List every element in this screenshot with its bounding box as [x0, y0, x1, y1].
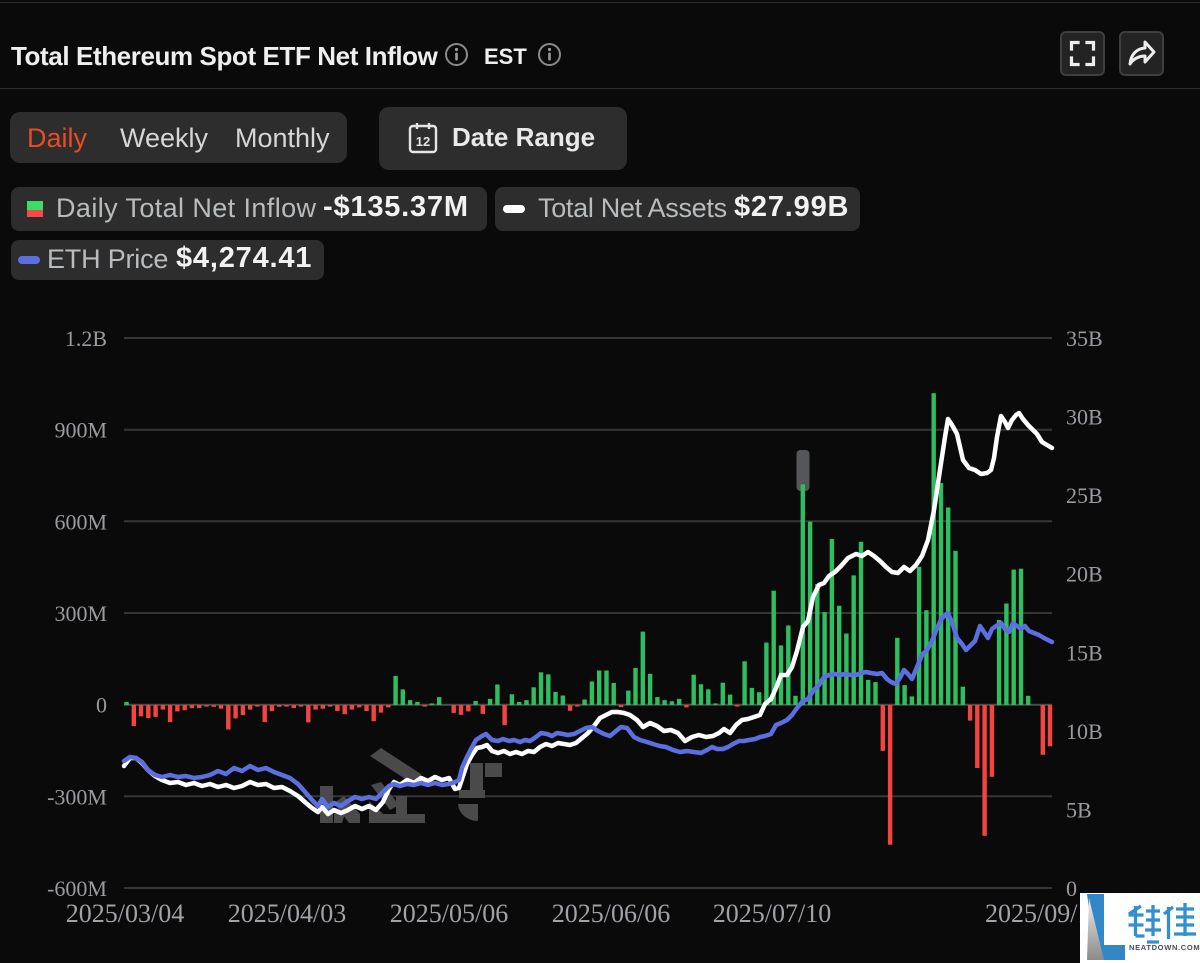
svg-text:0: 0: [1066, 876, 1077, 901]
svg-text:15B: 15B: [1066, 640, 1103, 665]
svg-text:20B: 20B: [1066, 562, 1103, 587]
svg-text:600M: 600M: [54, 509, 107, 534]
svg-text:25B: 25B: [1066, 483, 1103, 508]
svg-text:NEATDOWN.COM: NEATDOWN.COM: [1129, 943, 1200, 952]
svg-text:2025/04/03: 2025/04/03: [228, 899, 346, 928]
svg-text:35B: 35B: [1066, 326, 1103, 351]
svg-text:30B: 30B: [1066, 405, 1103, 430]
svg-text:2025/07/10: 2025/07/10: [713, 899, 831, 928]
svg-text:12: 12: [416, 134, 430, 149]
svg-text:2025/03/04: 2025/03/04: [66, 899, 184, 928]
svg-text:2025/05/06: 2025/05/06: [390, 899, 508, 928]
svg-text:0: 0: [96, 693, 107, 718]
svg-text:-600M: -600M: [47, 876, 107, 901]
svg-text:900M: 900M: [54, 418, 107, 443]
svg-text:300M: 300M: [54, 601, 107, 626]
svg-text:5B: 5B: [1066, 797, 1092, 822]
svg-text:10B: 10B: [1066, 719, 1103, 744]
svg-text:-300M: -300M: [47, 784, 107, 809]
svg-text:1.2B: 1.2B: [65, 326, 107, 351]
svg-text:2025/06/06: 2025/06/06: [552, 899, 670, 928]
